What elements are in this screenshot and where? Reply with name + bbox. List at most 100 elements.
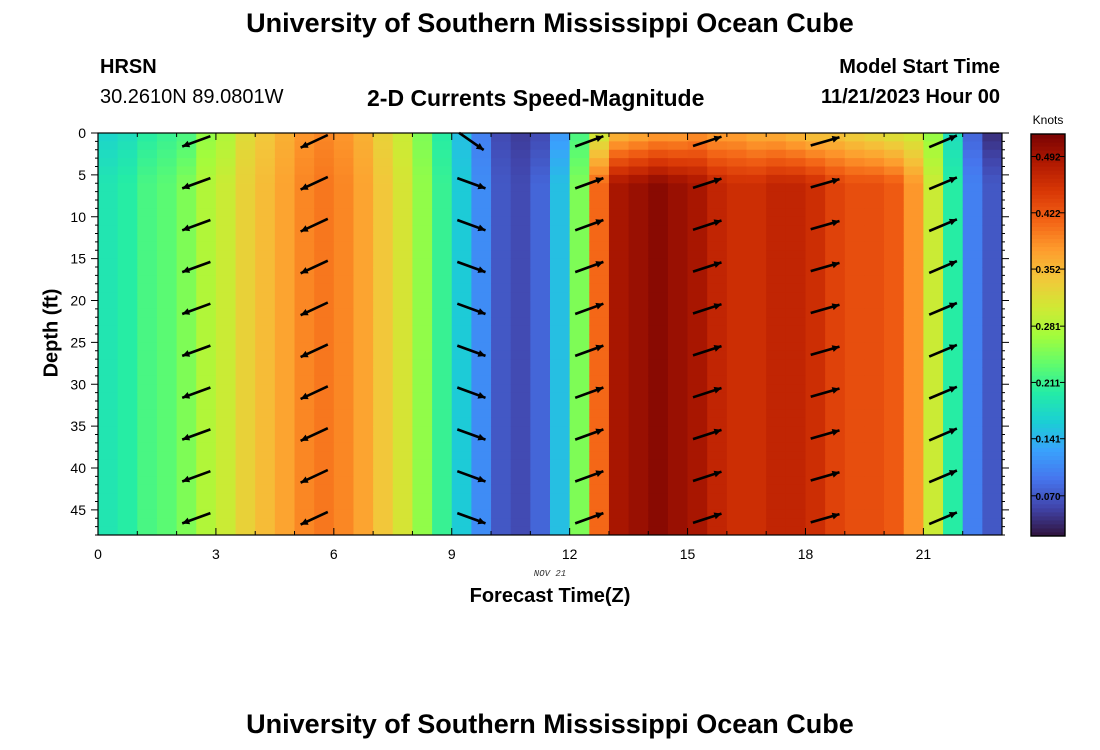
heatmap-cell (943, 526, 964, 536)
heatmap-cell (844, 250, 865, 260)
heatmap-cell (884, 174, 905, 184)
heatmap-cell (982, 459, 1003, 469)
heatmap-cell (648, 200, 669, 209)
heatmap-cell (844, 283, 865, 293)
heatmap-cell (805, 392, 826, 402)
heatmap-cell (98, 451, 119, 461)
heatmap-cell (274, 191, 295, 201)
heatmap-cell (825, 233, 846, 243)
heatmap-cell (510, 241, 531, 251)
colorbar-segment (1031, 306, 1065, 312)
heatmap-cell (117, 200, 138, 209)
heatmap-cell (864, 501, 885, 511)
heatmap-cell (864, 334, 885, 343)
heatmap-cell (215, 493, 236, 502)
heatmap-cell (137, 225, 158, 234)
heatmap-cell (333, 166, 354, 176)
heatmap-cell (510, 468, 531, 477)
heatmap-cell (98, 334, 119, 343)
heatmap-cell (491, 166, 512, 176)
heatmap-cell (274, 174, 295, 184)
colorbar-segment (1031, 310, 1065, 316)
heatmap-cell (785, 484, 806, 494)
heatmap-cell (117, 216, 138, 226)
vector-head (477, 517, 486, 525)
heatmap-cell (884, 442, 905, 452)
heatmap-cell (726, 149, 747, 159)
heatmap-cell (707, 208, 728, 218)
heatmap-cell (648, 300, 669, 310)
heatmap-cell (117, 518, 138, 528)
heatmap-cell (923, 158, 944, 167)
heatmap-cell (608, 216, 630, 226)
heatmap-cell (333, 250, 354, 260)
heatmap-cell (432, 426, 453, 435)
heatmap-cell (392, 258, 413, 268)
vector-head (475, 143, 484, 150)
heatmap-cell (137, 292, 158, 301)
heatmap-cell (117, 250, 138, 260)
heatmap-cell (962, 250, 983, 260)
heatmap-cell (373, 526, 394, 536)
heatmap-cell (982, 233, 1003, 243)
heatmap-cell (412, 208, 433, 218)
vector-head (831, 470, 840, 478)
heatmap-cell (373, 158, 394, 167)
heatmap-cell (746, 149, 767, 159)
heatmap-cell (294, 409, 315, 419)
heatmap-cell (156, 317, 178, 327)
heatmap-cell (137, 367, 158, 377)
vector-head (300, 309, 309, 316)
heatmap-cell (569, 451, 590, 461)
heatmap-cell (707, 451, 728, 461)
heatmap-cell (353, 367, 374, 377)
heatmap-cell (235, 191, 256, 201)
heatmap-cell (825, 518, 846, 528)
colorbar-segment (1031, 190, 1065, 195)
heatmap-cell (235, 375, 256, 385)
vector-head (713, 386, 722, 394)
heatmap-cell (510, 526, 531, 536)
current-vector (181, 176, 211, 190)
heatmap-cell (215, 468, 236, 477)
heatmap-cell (471, 375, 492, 385)
heatmap-cell (353, 392, 374, 402)
heatmap-cell (432, 484, 453, 494)
colorbar-segment (1031, 210, 1065, 215)
heatmap-cell (255, 442, 276, 452)
heatmap-cell (491, 409, 512, 419)
heatmap-cell (98, 401, 119, 410)
heatmap-cell (648, 292, 669, 301)
chart-subtitle: 2-D Currents Speed-Magnitude (367, 85, 705, 111)
heatmap-cell (137, 501, 158, 511)
heatmap-cell (785, 451, 806, 461)
heatmap-cell (117, 258, 138, 268)
heatmap-cell (785, 233, 806, 243)
heatmap-cell (569, 300, 590, 310)
current-vector (300, 217, 329, 233)
heatmap-cell (569, 258, 590, 268)
heatmap-cell (451, 250, 472, 260)
heatmap-cell (903, 200, 924, 209)
heatmap-cell (255, 334, 276, 343)
heatmap-cell (333, 401, 354, 410)
heatmap-cell (608, 526, 630, 536)
heatmap-cell (294, 208, 315, 218)
heatmap-cell (550, 225, 571, 234)
heatmap-cell (785, 359, 806, 368)
heatmap-cell (471, 174, 492, 184)
heatmap-cell (314, 476, 335, 486)
heatmap-cell (294, 367, 315, 377)
heatmap-cell (432, 283, 453, 293)
heatmap-cell (608, 241, 630, 251)
heatmap-cell (648, 451, 669, 461)
heatmap-cell (864, 442, 885, 452)
heatmap-cell (550, 183, 571, 193)
heatmap-cell (667, 468, 688, 477)
current-vector (692, 512, 722, 525)
heatmap-cell (432, 392, 453, 402)
heatmap-cell (864, 133, 885, 142)
heatmap-cell (550, 141, 571, 151)
heatmap-cell (274, 258, 295, 268)
heatmap-cell (196, 250, 217, 260)
